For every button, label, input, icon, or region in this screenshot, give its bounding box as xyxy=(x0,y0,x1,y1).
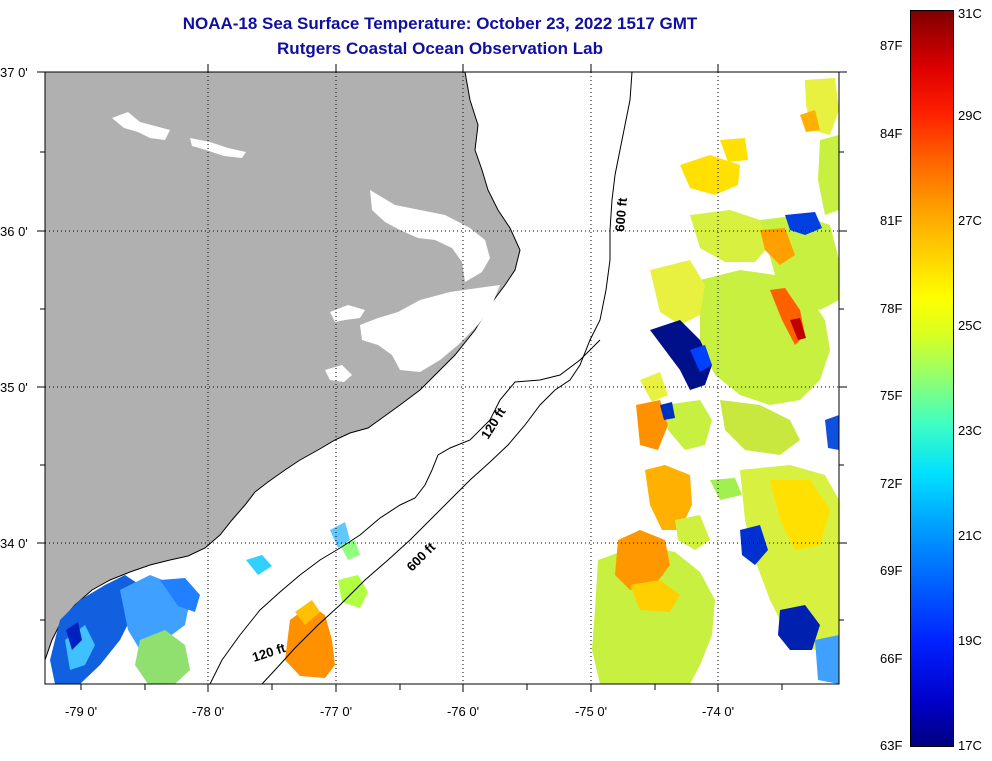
colorbar-c-31: 31C xyxy=(958,6,982,21)
sst-data xyxy=(50,78,839,684)
lon-label-77: -77 0' xyxy=(320,704,352,719)
colorbar-c-19: 19C xyxy=(958,633,982,648)
lat-label-35: 35 0' xyxy=(0,380,28,395)
isobath-120ft xyxy=(209,339,601,684)
sst-map: 37 0' 36 0' 35 0' 34 0' -79 0' -78 0' -7… xyxy=(0,64,847,719)
lon-label-74: -74 0' xyxy=(702,704,734,719)
isobath-label-600ft-north: 600 ft xyxy=(612,196,630,232)
colorbar-c-25: 25C xyxy=(958,318,982,333)
map-ticks xyxy=(37,64,847,692)
albemarle-sound xyxy=(370,190,490,282)
colorbar-c-17: 17C xyxy=(958,738,982,753)
river-3 xyxy=(330,305,365,322)
map-title: NOAA-18 Sea Surface Temperature: October… xyxy=(182,14,698,33)
lat-label-36: 36 0' xyxy=(0,224,28,239)
map-frame xyxy=(44,71,840,685)
colorbar-f-66: 66F xyxy=(880,651,903,666)
isobath-600ft xyxy=(261,72,633,684)
colorbar-f-84: 84F xyxy=(880,126,903,141)
colorbar-f-87: 87F xyxy=(880,38,903,53)
graticule xyxy=(45,72,839,684)
colorbar-c-29: 29C xyxy=(958,108,982,123)
colorbar-f-69: 69F xyxy=(880,563,903,578)
lon-label-78: -78 0' xyxy=(192,704,224,719)
map-subtitle: Rutgers Coastal Ocean Observation Lab xyxy=(277,39,603,58)
isobaths xyxy=(209,72,633,684)
temperature-colorbar xyxy=(910,10,954,747)
lon-label-75: -75 0' xyxy=(575,704,607,719)
colorbar-f-75: 75F xyxy=(880,388,903,403)
lon-label-76: -76 0' xyxy=(447,704,479,719)
colorbar-c-27: 27C xyxy=(958,213,982,228)
colorbar-f-63: 63F xyxy=(880,738,903,753)
colorbar-c-23: 23C xyxy=(958,423,982,438)
colorbar-f-78: 78F xyxy=(880,301,903,316)
river-1 xyxy=(112,112,170,140)
lat-label-34: 34 0' xyxy=(0,536,28,551)
river-4 xyxy=(325,365,352,382)
lon-label-79: -79 0' xyxy=(65,704,97,719)
pamlico-sound xyxy=(360,285,500,372)
colorbar-f-72: 72F xyxy=(880,476,903,491)
colorbar-f-81: 81F xyxy=(880,213,903,228)
lat-label-37: 37 0' xyxy=(0,65,28,80)
river-2 xyxy=(190,138,246,158)
colorbar-c-21: 21C xyxy=(958,528,982,543)
